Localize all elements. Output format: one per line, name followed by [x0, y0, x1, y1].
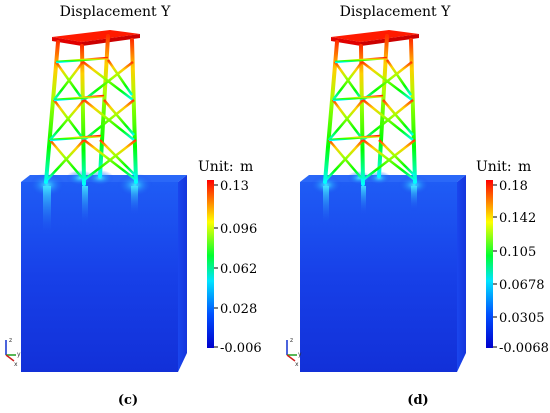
colorbar-unit: m [518, 159, 531, 175]
colorbar-unit: m [240, 159, 253, 175]
colorbar-gradient [207, 180, 214, 348]
axis-triad-icon: z y x [286, 337, 302, 368]
axis-y-label: y [298, 351, 302, 358]
jacket-structure [323, 30, 419, 186]
colorbar-tick: 0.0678 [499, 278, 545, 293]
colorbar-tick: 0.096 [220, 222, 257, 237]
panel-title: Displacement Y [340, 4, 451, 20]
colorbar-tick: 0.18 [499, 179, 528, 194]
colorbar-unit-label: Unit: [198, 159, 234, 175]
axis-x-label: x [295, 361, 299, 368]
colorbar-tick: 0.062 [220, 262, 257, 277]
panel-c: Displacement Y [5, 4, 262, 408]
soil-block [300, 171, 466, 372]
colorbar-unit-label: Unit: [476, 159, 512, 175]
axis-x-label: x [14, 361, 18, 368]
panel-caption: (d) [407, 393, 428, 408]
axis-z-label: z [9, 337, 12, 344]
axis-triad-icon: z y x [5, 337, 21, 368]
colorbar-tick: 0.13 [220, 179, 249, 194]
colorbar: Unit: m 0.18 0.142 0.105 0.0678 0.0305 -… [476, 159, 549, 356]
colorbar-tick: -0.0068 [499, 341, 549, 356]
colorbar-gradient [486, 180, 493, 348]
panel-d: Displacement Y [286, 4, 549, 408]
colorbar-tick: 0.028 [220, 302, 257, 317]
colorbar: Unit: m 0.13 0.096 0.062 0.028 -0.006 [198, 159, 262, 356]
colorbar-tick: 0.142 [499, 211, 536, 226]
panel-caption: (c) [118, 393, 138, 408]
soil-block [21, 170, 187, 372]
axis-y-label: y [17, 351, 21, 358]
colorbar-tick: 0.0305 [499, 311, 545, 326]
jacket-structure [44, 30, 140, 186]
colorbar-tick: 0.105 [499, 245, 536, 260]
panel-title: Displacement Y [60, 4, 171, 20]
colorbar-tick: -0.006 [220, 341, 262, 356]
axis-z-label: z [290, 337, 293, 344]
